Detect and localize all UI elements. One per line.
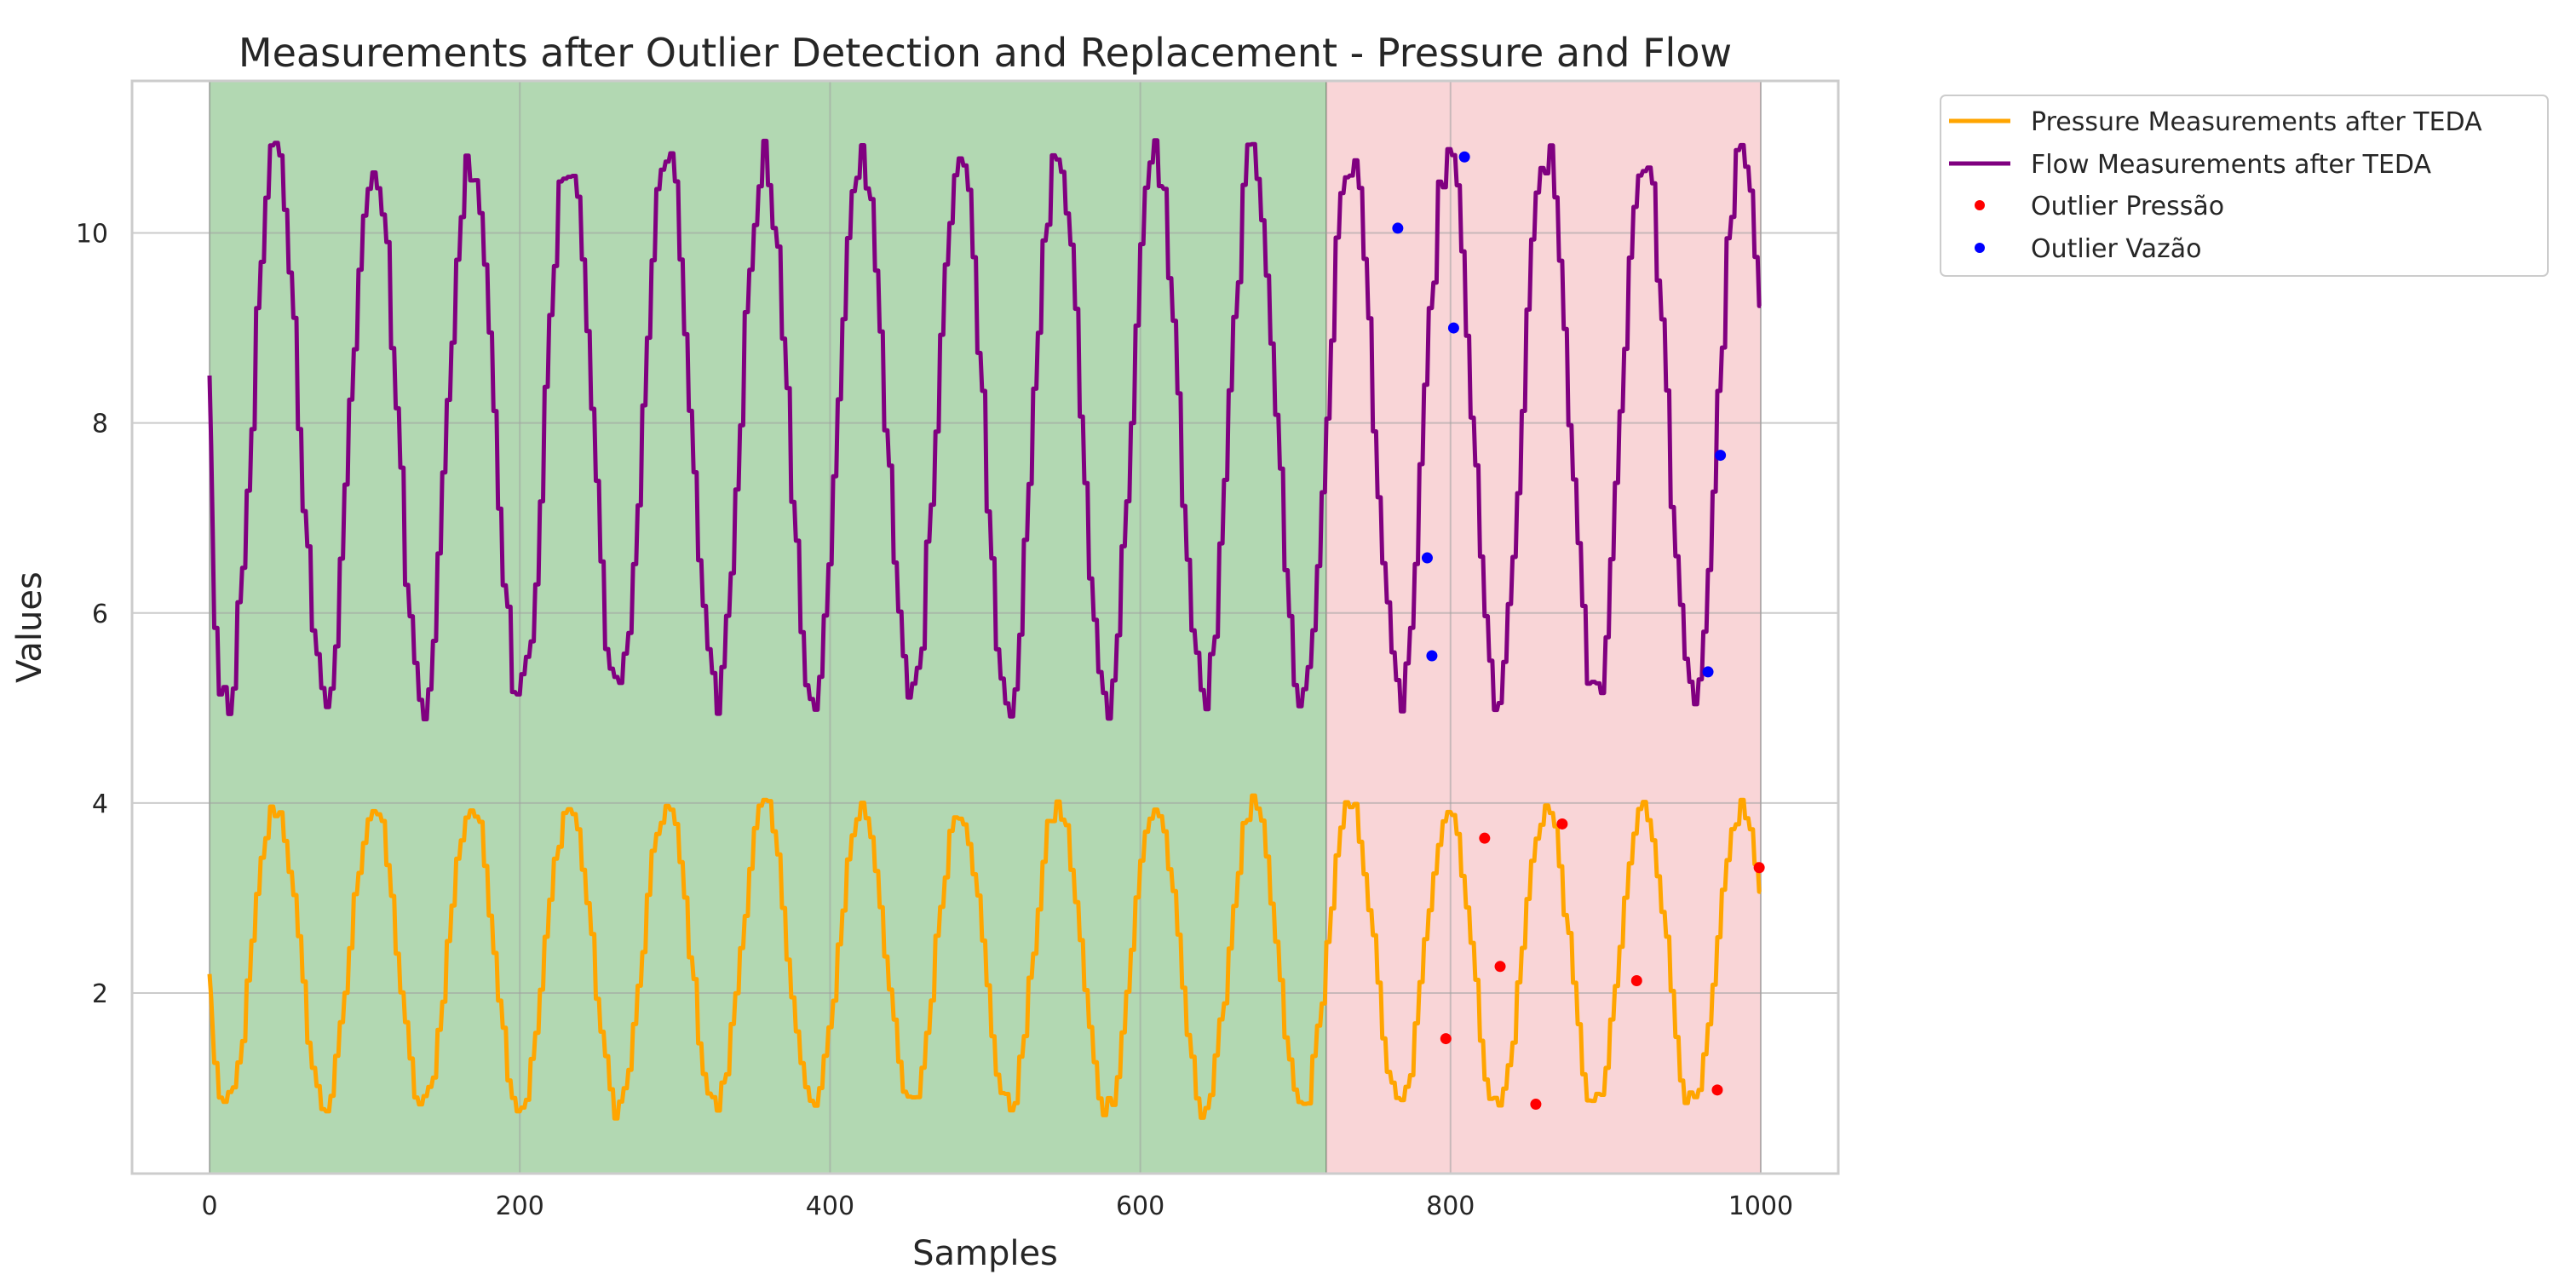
x-tick-label: 0 <box>201 1191 217 1221</box>
outlier-point-vazao <box>1426 650 1438 662</box>
legend: Pressure Measurements after TEDA Flow Me… <box>1940 95 2549 277</box>
series-line-flow <box>207 138 1762 721</box>
y-tick-label: 8 <box>92 410 108 439</box>
chart-title: Measurements after Outlier Detection and… <box>239 30 1732 76</box>
x-axis-label: Samples <box>912 1234 1058 1273</box>
legend-box <box>1940 95 2549 277</box>
outlier-point-pressao <box>1753 862 1765 874</box>
region-train <box>210 81 1327 1174</box>
y-axis-ticks: 2 4 6 8 10 <box>76 220 108 1010</box>
outlier-point-pressao <box>1440 1033 1452 1045</box>
outlier-point-vazao <box>1421 552 1433 564</box>
outlier-point-pressao <box>1494 961 1506 973</box>
legend-label-pressure: Pressure Measurements after TEDA <box>2031 107 2482 137</box>
outlier-point-pressao <box>1530 1099 1542 1111</box>
series-lines <box>207 138 1762 1121</box>
outlier-point-vazao <box>1702 666 1714 678</box>
x-tick-label: 600 <box>1116 1191 1164 1221</box>
x-tick-label: 800 <box>1426 1191 1475 1221</box>
y-tick-label: 10 <box>76 220 108 250</box>
y-tick-label: 4 <box>92 789 108 819</box>
x-tick-label: 1000 <box>1728 1191 1793 1221</box>
legend-label-outlier-pressao: Outlier Pressão <box>2031 192 2224 221</box>
outlier-point-vazao <box>1715 450 1727 462</box>
outlier-points <box>1392 151 1765 1111</box>
x-tick-label: 200 <box>496 1191 544 1221</box>
series-line-pressure <box>207 793 1762 1121</box>
x-tick-label: 400 <box>806 1191 854 1221</box>
plot-frame <box>130 79 1840 1175</box>
legend-label-flow: Flow Measurements after TEDA <box>2031 150 2432 180</box>
y-axis-label: Values <box>10 571 49 683</box>
outlier-point-vazao <box>1392 222 1404 234</box>
grid-lines <box>132 81 1838 1174</box>
outlier-point-pressao <box>1630 975 1642 987</box>
outlier-point-pressao <box>1479 832 1491 844</box>
y-tick-label: 6 <box>92 600 108 629</box>
legend-swatch-outlier-pressao <box>1975 200 1985 210</box>
outlier-point-vazao <box>1447 322 1459 334</box>
legend-label-outlier-vazao: Outlier Vazão <box>2031 234 2201 264</box>
outlier-point-pressao <box>1711 1084 1723 1096</box>
legend-swatch-outlier-vazao <box>1975 243 1985 253</box>
outlier-point-pressao <box>1556 818 1568 830</box>
region-test <box>1326 81 1761 1174</box>
y-tick-label: 2 <box>92 979 108 1009</box>
x-axis-ticks: 0 200 400 600 800 1000 <box>201 1191 1793 1221</box>
outlier-point-vazao <box>1458 151 1470 163</box>
